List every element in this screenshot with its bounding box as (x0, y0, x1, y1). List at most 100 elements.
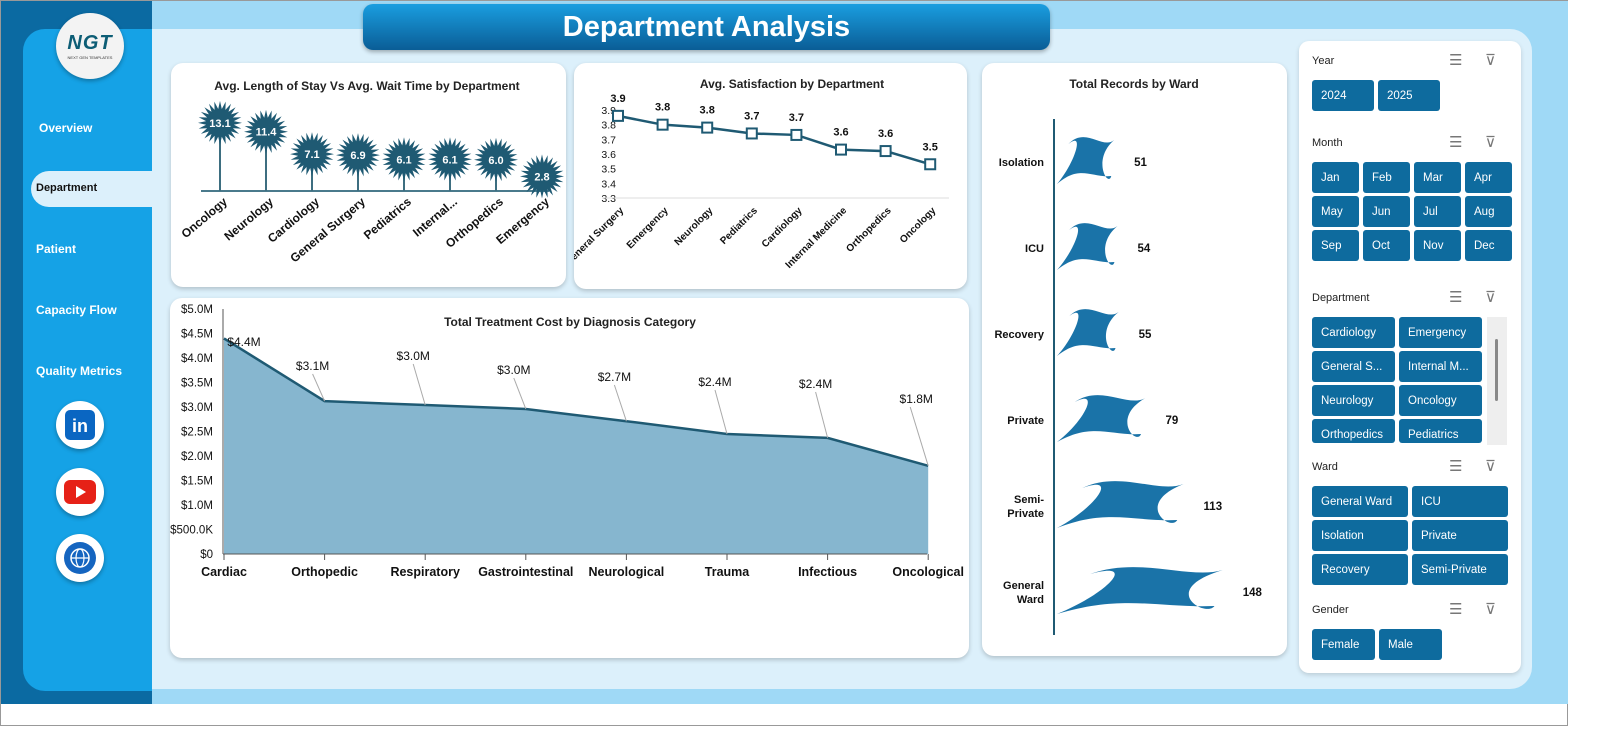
slicer-item[interactable]: Male (1379, 629, 1442, 660)
clear-filter-icon[interactable]: ⊽ (1485, 289, 1496, 306)
data-label: 3.6 (878, 128, 893, 140)
slicer-item[interactable]: Jan (1312, 162, 1359, 193)
slicer-item[interactable]: Pediatrics (1399, 419, 1482, 443)
slicer-item[interactable]: Feb (1363, 162, 1410, 193)
leader-line (815, 391, 829, 438)
data-label: 2.8 (534, 171, 549, 183)
ward-chart: Total Records by Ward 51 Isolation 54 ICU 55 R… (994, 77, 1263, 635)
x-tick-label: Emergency (625, 205, 671, 251)
clear-filter-icon[interactable]: ⊽ (1485, 52, 1496, 69)
starburst-marker (520, 154, 564, 199)
data-point (701, 121, 714, 134)
y-tick-label: $500.0K (170, 525, 213, 537)
chart-title: Total Treatment Cost by Diagnosis Catego… (444, 315, 696, 329)
slicer-scrollbar[interactable] (1487, 317, 1507, 445)
slicer-item[interactable]: Private (1412, 520, 1508, 551)
y-tick-label: $4.5M (181, 329, 213, 341)
slicer-panel: Year ☰ ⊽ 2024 2025 Month ☰ ⊽ Jan Feb Mar Apr May Jun J… (1299, 41, 1521, 673)
slicer-item[interactable]: 2024 (1312, 80, 1374, 111)
data-label: $2.4M (799, 377, 832, 391)
slicer-title-gender: Gender (1312, 604, 1349, 616)
area-fill (224, 338, 929, 554)
slicer-item[interactable]: Sep (1312, 230, 1359, 261)
slicer-item[interactable]: General Ward (1312, 486, 1408, 517)
data-label: 148 (1243, 587, 1263, 599)
ward-flag (1057, 567, 1223, 614)
slicer-item[interactable]: Recovery (1312, 554, 1408, 585)
slicer-item[interactable]: Emergency (1399, 317, 1482, 348)
starburst-marker (474, 137, 518, 182)
x-tick-label: Pediatrics (718, 205, 760, 247)
y-tick-label: 3.7 (601, 134, 616, 146)
nav-patient[interactable]: Patient (36, 242, 77, 256)
leader-line (412, 363, 426, 406)
nav-capacity-flow[interactable]: Capacity Flow (36, 303, 117, 317)
slicer-item[interactable]: Cardiology (1312, 317, 1395, 348)
x-tick-label: General Surgery (574, 205, 626, 268)
data-label: $3.0M (397, 349, 430, 363)
slicer-item[interactable]: Orthopedics (1312, 419, 1395, 443)
x-tick-label: Orthopedic (291, 565, 358, 579)
data-label: 3.8 (700, 105, 715, 117)
data-point (612, 109, 624, 122)
slicer-item[interactable]: Oncology (1399, 385, 1482, 416)
data-point (835, 143, 847, 156)
data-label: 79 (1165, 415, 1178, 427)
logo-subtitle: NEXT GEN TEMPLATES (67, 55, 113, 60)
y-tick-label: Recovery (994, 329, 1044, 341)
dashboard: NGT NEXT GEN TEMPLATES Overview Departmen… (0, 0, 1568, 726)
x-tick-label: Oncological (892, 565, 964, 579)
slicer-item[interactable]: Dec (1465, 230, 1512, 261)
leader-line (613, 384, 627, 422)
slicer-item[interactable]: Apr (1465, 162, 1512, 193)
linkedin-icon[interactable]: in (56, 401, 104, 449)
nav-overview[interactable]: Overview (39, 121, 93, 135)
slicer-item[interactable]: Female (1312, 629, 1375, 660)
multi-select-icon[interactable]: ☰ (1449, 289, 1463, 306)
chart-title: Total Records by Ward (1069, 77, 1198, 91)
satisfaction-chart: Avg. Satisfaction by Department 3.9 3.8 3.7… (574, 77, 949, 271)
x-tick-label: Oncology (898, 205, 939, 246)
x-tick-label: Trauma (705, 565, 751, 579)
x-tick-label: Respiratory (390, 565, 460, 579)
slicer-item[interactable]: Aug (1465, 196, 1512, 227)
slicer-item[interactable]: Internal M... (1399, 351, 1482, 382)
starburst-marker (290, 132, 334, 177)
y-tick-label: $2.5M (181, 427, 213, 439)
x-tick-label: Orthopedics (844, 205, 894, 255)
slicer-item[interactable]: Isolation (1312, 520, 1408, 551)
data-point (924, 158, 937, 171)
data-label: $2.7M (598, 370, 631, 384)
slicer-item[interactable]: Semi-Private (1412, 554, 1508, 585)
nav-quality-metrics[interactable]: Quality Metrics (36, 364, 123, 378)
clear-filter-icon[interactable]: ⊽ (1485, 601, 1496, 618)
slicer-title-month: Month (1312, 137, 1343, 149)
slicer-item[interactable]: Oct (1363, 230, 1410, 261)
series-line (223, 337, 929, 468)
slicer-item[interactable]: May (1312, 196, 1359, 227)
clear-filter-icon[interactable]: ⊽ (1485, 134, 1496, 151)
slicer-item[interactable]: Jul (1414, 196, 1461, 227)
data-label: 55 (1139, 329, 1152, 341)
x-tick-label: Neurological (589, 565, 665, 579)
multi-select-icon[interactable]: ☰ (1449, 601, 1463, 618)
data-label: 3.8 (655, 102, 670, 114)
scrollbar-thumb[interactable] (1495, 339, 1498, 401)
x-tick-label: Cardiac (201, 565, 247, 579)
slicer-item[interactable]: General S... (1312, 351, 1395, 382)
nav-department[interactable]: Department (31, 171, 152, 207)
multi-select-icon[interactable]: ☰ (1449, 458, 1463, 475)
slicer-item[interactable]: ICU (1412, 486, 1508, 517)
clear-filter-icon[interactable]: ⊽ (1485, 458, 1496, 475)
youtube-icon[interactable] (56, 468, 104, 516)
ward-flag (1057, 137, 1115, 184)
leader-line (909, 406, 929, 466)
globe-icon[interactable] (56, 534, 104, 582)
multi-select-icon[interactable]: ☰ (1449, 134, 1463, 151)
slicer-item[interactable]: Jun (1363, 196, 1410, 227)
multi-select-icon[interactable]: ☰ (1449, 52, 1463, 69)
slicer-item[interactable]: Neurology (1312, 385, 1395, 416)
slicer-item[interactable]: Mar (1414, 162, 1461, 193)
slicer-item[interactable]: Nov (1414, 230, 1461, 261)
slicer-item[interactable]: 2025 (1378, 80, 1440, 111)
